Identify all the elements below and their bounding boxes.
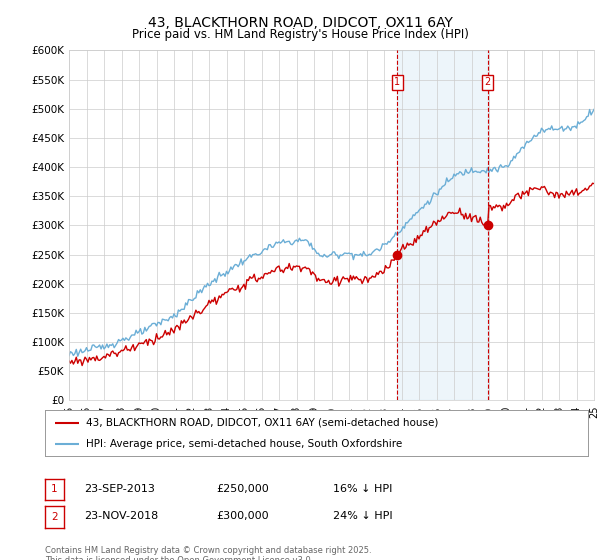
Text: Price paid vs. HM Land Registry's House Price Index (HPI): Price paid vs. HM Land Registry's House …	[131, 28, 469, 41]
Bar	[397, 50, 488, 400]
Text: 2: 2	[51, 512, 58, 522]
Text: 16% ↓ HPI: 16% ↓ HPI	[333, 484, 392, 494]
Text: £300,000: £300,000	[216, 511, 269, 521]
Text: 23-NOV-2018: 23-NOV-2018	[84, 511, 158, 521]
Text: 43, BLACKTHORN ROAD, DIDCOT, OX11 6AY (semi-detached house): 43, BLACKTHORN ROAD, DIDCOT, OX11 6AY (s…	[86, 418, 438, 428]
Text: 1: 1	[51, 484, 58, 494]
Text: £250,000: £250,000	[216, 484, 269, 494]
Text: 24% ↓ HPI: 24% ↓ HPI	[333, 511, 392, 521]
Text: 1: 1	[394, 77, 400, 87]
Text: HPI: Average price, semi-detached house, South Oxfordshire: HPI: Average price, semi-detached house,…	[86, 439, 402, 449]
Text: 43, BLACKTHORN ROAD, DIDCOT, OX11 6AY: 43, BLACKTHORN ROAD, DIDCOT, OX11 6AY	[148, 16, 452, 30]
Text: Contains HM Land Registry data © Crown copyright and database right 2025.
This d: Contains HM Land Registry data © Crown c…	[45, 546, 371, 560]
Text: 23-SEP-2013: 23-SEP-2013	[84, 484, 155, 494]
Text: 2: 2	[484, 77, 491, 87]
